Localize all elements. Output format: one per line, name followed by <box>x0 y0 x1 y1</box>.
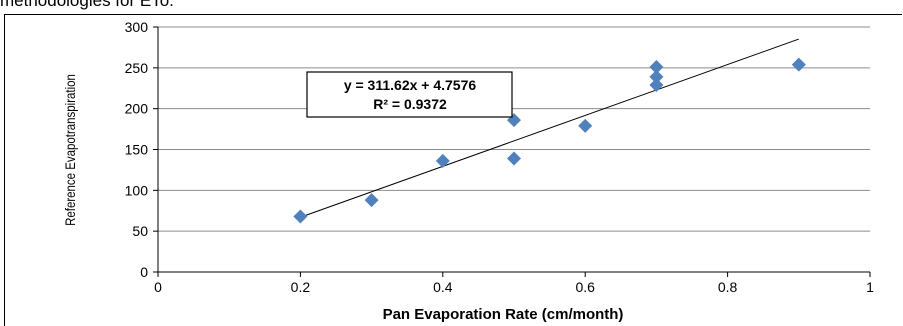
data-point <box>649 60 664 75</box>
x-axis-title: Pan Evaporation Rate (cm/month) <box>383 306 624 323</box>
figure-caption: methodologies for ETo. <box>0 0 174 10</box>
r-squared-value: R² = 0.9372 <box>373 96 447 112</box>
y-tick-labels: 0 50 100 150 200 250 300 <box>125 19 158 280</box>
x-tick-label: 0.4 <box>433 279 453 295</box>
y-tick-label: 50 <box>132 223 148 239</box>
data-point <box>364 193 379 208</box>
y-tick-label: 300 <box>125 19 149 35</box>
x-tick-label: 1 <box>866 279 874 295</box>
y-axis-title: Reference Evapotranspiration <box>62 74 78 226</box>
x-tick-label: 0.2 <box>291 279 311 295</box>
data-point <box>293 209 308 224</box>
x-tick-labels: 0 0.2 0.4 0.6 0.8 1 <box>154 272 874 295</box>
trendline <box>300 38 799 218</box>
data-points <box>293 57 806 224</box>
data-point <box>578 118 593 133</box>
y-tick-label: 150 <box>125 142 149 158</box>
trendline-equation: y = 311.62x + 4.7576 <box>344 77 477 93</box>
x-tick-label: 0.6 <box>575 279 595 295</box>
data-point <box>507 151 521 166</box>
x-tick-label: 0.8 <box>718 279 738 295</box>
chart-frame <box>4 14 902 326</box>
y-tick-label: 0 <box>140 264 148 280</box>
data-point <box>435 153 450 168</box>
y-tick-label: 200 <box>125 101 149 117</box>
y-tick-label: 250 <box>125 60 149 76</box>
equation-box: y = 311.62x + 4.7576 R² = 0.9372 <box>306 71 513 118</box>
grid-lines <box>158 26 870 232</box>
y-tick-label: 100 <box>125 182 149 198</box>
data-point <box>649 77 664 92</box>
data-point <box>649 69 664 84</box>
data-point <box>791 57 806 72</box>
x-tick-label: 0 <box>154 279 162 295</box>
